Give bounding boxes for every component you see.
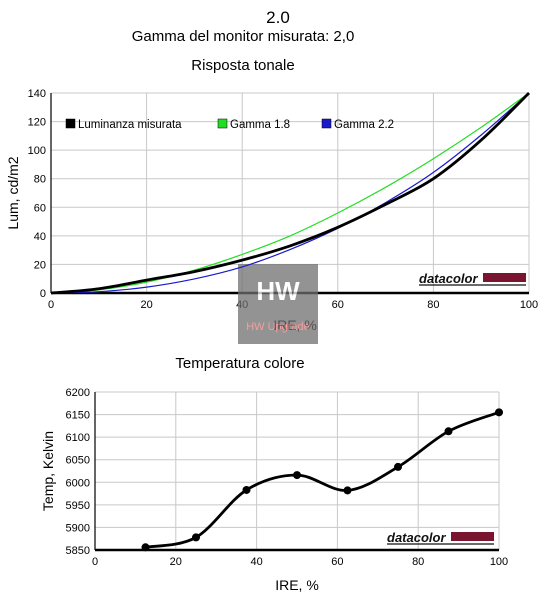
x-tick-label: 40	[250, 556, 262, 568]
data-point	[192, 533, 200, 542]
legend-swatch	[217, 118, 228, 129]
datacolor-logo-bar	[483, 273, 526, 282]
chart-title: Temperatura colore	[175, 355, 304, 372]
header-subtitle: Gamma del monitor misurata: 2,0	[131, 28, 355, 45]
datacolor-logo-bar	[451, 532, 494, 541]
y-tick-label: 5950	[66, 500, 90, 512]
hwupgrade-watermark-text: HW Upgrade	[246, 321, 310, 333]
x-tick-label: 60	[331, 556, 343, 568]
y-tick-label: 6150	[66, 410, 90, 422]
data-point	[394, 462, 402, 471]
y-tick-label: 140	[28, 88, 46, 100]
datacolor-logo: datacolor	[419, 271, 526, 286]
y-tick-label: 6100	[66, 432, 90, 444]
hwupgrade-watermark-box	[238, 264, 318, 344]
y-tick-label: 6050	[66, 455, 90, 467]
x-tick-label: 0	[92, 556, 98, 568]
data-point	[444, 427, 453, 436]
x-tick-label: 100	[490, 556, 508, 568]
datacolor-logo-text: datacolor	[387, 530, 446, 545]
y-tick-label: 80	[34, 174, 46, 186]
chart-title: Risposta tonale	[191, 57, 294, 74]
series-line	[50, 92, 530, 294]
y-tick-label: 120	[28, 117, 46, 129]
data-point	[343, 486, 352, 495]
y-tick-label: 6000	[66, 477, 90, 489]
x-tick-label: 0	[48, 299, 54, 311]
y-tick-label: 0	[40, 288, 46, 300]
hwupgrade-watermark: HW HW Upgrade	[238, 264, 318, 344]
y-tick-label: 20	[34, 259, 46, 271]
header-value: 2.0	[266, 8, 290, 27]
data-point	[293, 471, 301, 480]
x-tick-label: 80	[412, 556, 424, 568]
y-axis-label: Lum, cd/m2	[5, 156, 21, 229]
legend-swatch	[321, 118, 332, 129]
x-tick-label: 20	[140, 299, 152, 311]
legend-swatch	[65, 118, 76, 129]
legend-label: Gamma 2.2	[334, 119, 394, 131]
y-tick-label: 60	[34, 202, 46, 214]
series-line	[145, 410, 500, 549]
legend-label: Luminanza misurata	[78, 119, 182, 131]
y-tick-label: 5900	[66, 522, 90, 534]
y-tick-label: 40	[34, 231, 46, 243]
legend-label: Gamma 1.8	[230, 119, 290, 131]
data-point	[141, 543, 150, 552]
data-point	[495, 408, 503, 417]
x-tick-label: 60	[332, 299, 344, 311]
x-tick-label: 80	[427, 299, 439, 311]
series-line	[50, 92, 530, 295]
y-tick-label: 6200	[66, 387, 90, 399]
hwupgrade-watermark-mark: HW	[256, 276, 300, 306]
datacolor-logo: datacolor	[387, 530, 494, 545]
datacolor-logo-text: datacolor	[419, 271, 478, 286]
y-tick-label: 100	[28, 145, 46, 157]
y-tick-label: 5850	[66, 545, 90, 557]
x-axis-label: IRE, %	[275, 577, 319, 593]
x-tick-label: 100	[520, 299, 538, 311]
y-axis-label: Temp, Kelvin	[40, 431, 56, 511]
x-tick-label: 20	[170, 556, 182, 568]
data-point	[242, 485, 251, 494]
series-line	[50, 92, 530, 294]
